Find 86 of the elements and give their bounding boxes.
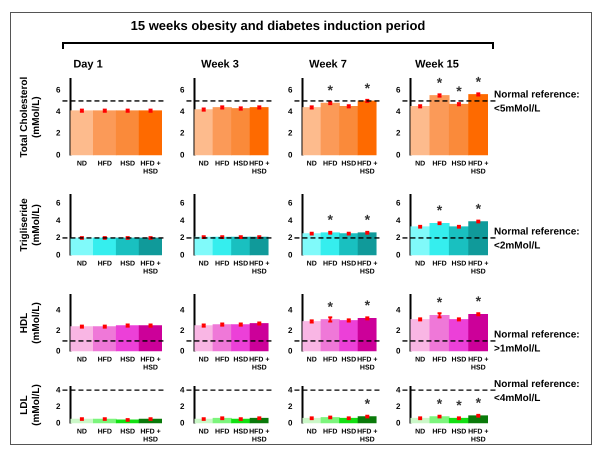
y-tick-label: 2 [288,326,293,335]
y-axis-title: HDL (mMol/L) [18,302,42,344]
y-tick-label: 0 [180,418,185,428]
y-tick-label: 4 [288,385,293,394]
y-axis-title: Total Cholesterol (mMol/L) [18,76,42,158]
y-tick-label: 4 [288,216,293,225]
y-tick-label: 0 [288,150,293,160]
ref-line-label: Normal reference: >1mMol/L [494,330,580,355]
annotation: * [476,293,482,310]
ref-line-label: Normal reference: <4mMol/L [494,378,580,404]
annotation: * [328,212,334,228]
chart-title: Week 15 [415,58,459,71]
annotation: * [436,294,443,310]
y-tick-label: 4 [56,385,61,394]
y-tick-label: 4 [396,106,401,116]
y-tick-label: 6 [56,85,61,94]
y-tick-label: 2 [180,128,185,138]
y-axis-title: LDL (mMol/L) [18,384,42,426]
y-tick-label: 2 [396,233,401,242]
y-tick-label: 4 [288,106,293,116]
chart-title: Week 7 [309,58,347,71]
annotation: * [364,212,371,228]
y-tick-label: 6 [180,85,185,94]
y-tick-label: 4 [56,216,61,225]
annotation: * [364,395,371,412]
y-tick-label: 6 [56,198,61,208]
y-axis-title: Trigliseride (mMol/L) [18,198,42,252]
y-tick-label: 0 [288,250,293,260]
y-tick-label: 4 [56,305,61,314]
y-tick-label: 6 [396,198,401,208]
text: 15 weeks obesity and diabetes induction period [130,18,426,33]
annotation: * [476,73,482,90]
annotation: * [328,82,334,98]
annotation: * [364,80,371,96]
y-tick-label: 2 [180,233,185,242]
y-tick-label: 0 [288,346,293,356]
y-tick-label: 0 [180,150,185,160]
y-tick-label: 0 [56,150,61,160]
y-tick-label: 4 [396,216,401,225]
y-tick-label: 4 [396,305,401,314]
y-tick-label: 2 [396,128,401,138]
y-tick-label: 4 [288,305,293,314]
y-tick-label: 2 [56,326,61,335]
y-tick-label: 0 [396,418,401,428]
y-tick-label: 2 [288,233,293,242]
y-tick-label: 0 [56,346,61,356]
y-tick-label: 0 [396,346,401,356]
y-tick-label: 4 [180,305,185,314]
annotation: * [364,297,371,314]
annotation: * [328,298,334,314]
chart-title: Day 1 [73,58,103,71]
y-tick-label: 2 [180,326,185,335]
y-tick-label: 0 [396,250,401,260]
y-tick-label: 2 [288,128,293,138]
y-tick-label: 6 [288,198,293,208]
annotation: * [436,395,443,412]
annotation: * [436,202,443,218]
y-tick-label: 2 [288,402,293,411]
y-tick-label: 0 [56,418,61,428]
y-tick-label: 4 [396,385,401,394]
annotation: * [476,394,482,411]
annotation: * [456,83,462,100]
y-tick-label: 4 [180,216,185,225]
annotation: * [456,397,462,414]
y-tick-label: 0 [396,150,401,160]
y-tick-label: 2 [396,402,401,411]
y-tick-label: 2 [56,402,61,411]
ref-line-label: Normal reference: <2mMol/L [494,226,580,252]
y-tick-label: 4 [56,106,61,116]
y-tick-label: 0 [288,418,293,428]
y-tick-label: 6 [288,85,293,94]
y-tick-label: 2 [396,326,401,335]
y-tick-label: 0 [180,346,185,356]
annotation: * [436,74,443,90]
annotation: * [476,200,482,216]
y-tick-label: 4 [180,385,185,394]
y-tick-label: 0 [180,250,185,260]
y-tick-label: 2 [56,233,61,242]
chart-title: Week 3 [201,58,239,71]
ref-line-label: Normal reference: <5mMol/L [494,90,580,115]
y-tick-label: 6 [396,85,401,94]
y-tick-label: 0 [56,250,61,260]
y-tick-label: 4 [180,106,185,116]
y-tick-label: 2 [180,402,185,411]
y-tick-label: 6 [180,198,185,208]
y-tick-label: 2 [56,128,61,138]
